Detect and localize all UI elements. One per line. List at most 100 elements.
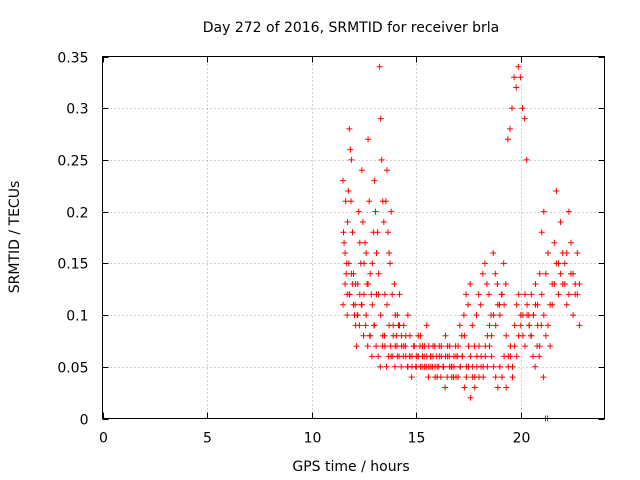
data-point (545, 250, 551, 256)
data-point (555, 291, 562, 298)
data-point (522, 343, 528, 350)
data-point (540, 208, 547, 215)
data-point (540, 312, 547, 319)
data-point (477, 301, 484, 308)
data-point (480, 363, 487, 370)
data-point (368, 353, 375, 360)
data-point (492, 374, 499, 381)
data-point (557, 219, 564, 225)
data-point (410, 343, 417, 350)
data-point (563, 250, 570, 256)
data-point (432, 374, 439, 381)
data-point (504, 136, 511, 143)
data-point (404, 363, 411, 370)
data-point (465, 363, 472, 370)
plot-frame (102, 56, 605, 419)
data-point (494, 281, 501, 287)
data-point (534, 343, 541, 350)
data-point (467, 281, 474, 287)
data-point (515, 291, 522, 298)
data-point (373, 250, 380, 256)
data-point (503, 384, 510, 391)
data-point (498, 291, 505, 298)
data-point (371, 322, 377, 329)
data-point (467, 394, 474, 401)
data-point (417, 332, 424, 339)
data-point (500, 260, 507, 267)
data-point (365, 136, 372, 143)
data-point (386, 322, 393, 329)
data-point (381, 291, 388, 298)
data-point (496, 312, 503, 319)
data-point (507, 343, 514, 350)
y-tick-label: 0.1 (66, 309, 88, 325)
y-tick-label: 0.3 (66, 102, 88, 118)
data-point (340, 177, 346, 184)
y-tick-label: 0.2 (66, 206, 88, 222)
data-point (366, 332, 373, 339)
data-point (365, 281, 372, 287)
data-point (423, 322, 430, 329)
data-point (557, 270, 564, 277)
x-tick-label: 15 (408, 431, 426, 447)
data-point (478, 353, 485, 360)
data-point (384, 167, 390, 174)
data-point (490, 363, 497, 370)
data-point (348, 270, 355, 277)
data-point (482, 343, 489, 350)
data-point (371, 177, 378, 184)
data-point (494, 384, 501, 391)
data-point (526, 322, 533, 329)
data-point (427, 353, 434, 360)
data-point (348, 198, 354, 205)
data-point (417, 343, 423, 350)
data-point (446, 353, 453, 360)
data-point (522, 291, 528, 298)
data-point (355, 208, 362, 215)
data-point (362, 322, 369, 329)
data-point (425, 343, 432, 350)
data-point (576, 281, 583, 287)
data-point (542, 332, 549, 339)
data-point (389, 353, 396, 360)
y-tick-label: 0.05 (57, 361, 88, 377)
data-point (358, 167, 365, 174)
data-point (509, 363, 516, 370)
data-point (408, 374, 415, 381)
data-point (473, 363, 480, 370)
data-point (406, 353, 413, 360)
data-point (433, 353, 440, 360)
data-point (349, 281, 356, 287)
data-point (507, 125, 513, 132)
data-point (387, 343, 394, 350)
data-point (476, 374, 482, 381)
data-point (545, 322, 551, 329)
data-point (530, 353, 536, 360)
y-tick-labels: 0 0.05 0.1 0.15 0.2 0.25 0.3 0.35 (57, 51, 88, 429)
data-point (458, 332, 465, 339)
x-tick-label: 10 (304, 431, 322, 447)
data-point (423, 363, 430, 370)
data-point (344, 219, 351, 225)
data-point (362, 239, 368, 246)
data-point (465, 343, 472, 350)
data-point (367, 270, 374, 277)
data-point (561, 260, 568, 267)
data-point (437, 374, 444, 381)
data-point (376, 63, 383, 70)
data-point (382, 198, 389, 205)
data-point (496, 363, 503, 370)
data-point (398, 332, 405, 339)
data-point (374, 229, 381, 236)
data-point (574, 250, 581, 256)
data-point (366, 198, 373, 205)
data-point (576, 322, 583, 329)
y-tick-label: 0.25 (57, 154, 88, 170)
data-point (524, 301, 531, 308)
data-point (386, 250, 393, 256)
data-point (481, 260, 488, 267)
data-point (486, 322, 493, 329)
data-point (359, 219, 366, 225)
x-tick-label: 5 (203, 431, 212, 447)
data-point (375, 353, 382, 360)
